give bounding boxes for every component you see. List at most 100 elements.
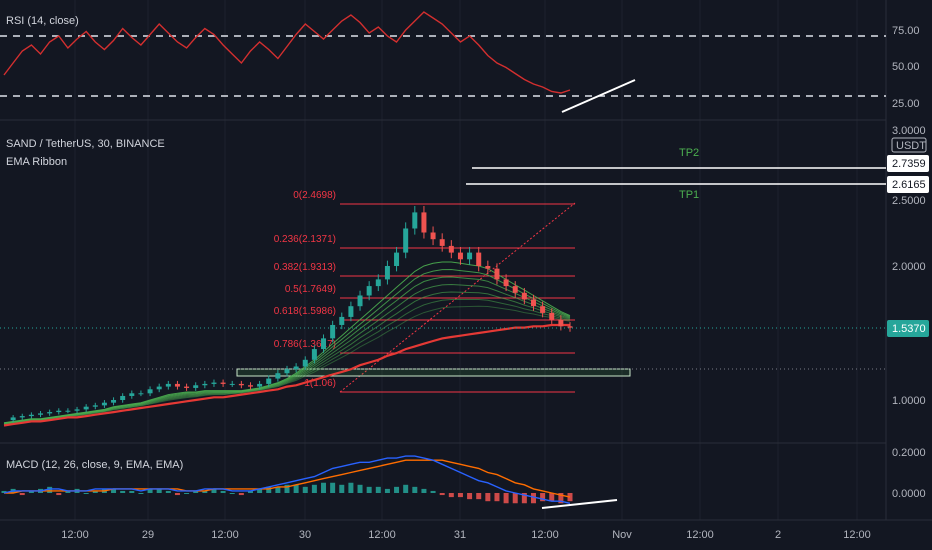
ribbon-line [3,305,571,425]
macd-bar [202,490,208,493]
macd-bar [494,493,500,502]
time-label: 12:00 [531,529,559,541]
candle-body [540,306,546,313]
time-axis[interactable]: 12:00 29 12:00 30 12:00 31 12:00 Nov 12:00 2 12:00 [61,529,871,541]
time-label: Nov [612,529,632,541]
price-tick-1: 1.0000 [892,395,926,407]
candle-body [211,382,217,384]
candle-body [503,279,509,287]
candle-body [512,286,518,293]
candle-body [494,268,500,280]
candle-body [457,252,463,260]
candle-body [38,413,44,415]
macd-bar [549,493,555,502]
macd-bar [211,488,217,493]
candle-body [83,406,89,410]
fib-level-label: 0.5(1.7649) [285,284,336,295]
fib-level-label: 0.786(1.3617) [274,339,336,350]
candle-body [521,292,527,300]
macd-bar [366,486,372,493]
candle-body [448,245,454,253]
macd-bar [412,486,418,493]
candle-body [311,349,317,360]
time-label: 2 [775,529,781,541]
candle-body [65,410,71,412]
candle-body [147,389,153,394]
macd-bar [384,488,390,493]
current-price-badge [887,320,929,337]
macd-panel[interactable]: MACD (12, 26, close, 9, EMA, EMA) 0.2000… [1,447,926,509]
macd-bar [485,493,491,502]
symbol-title: SAND / TetherUS, 30, BINANCE [6,138,165,150]
support-zone[interactable] [236,368,631,377]
candle-body [302,359,308,367]
rsi-trendline[interactable] [561,79,636,113]
macd-title: MACD (12, 26, close, 9, EMA, EMA) [6,459,183,471]
candle-body [156,386,162,390]
macd-trendline[interactable] [541,499,618,509]
fib-level-label: 0.382(1.9313) [274,262,336,273]
macd-signal-line [4,459,571,498]
candle-body [184,386,190,388]
macd-bar [439,493,445,496]
candle-body [238,383,244,386]
candle-body [412,212,418,229]
macd-line [3,455,571,504]
tp2-price-badge [887,155,929,172]
rsi-line [3,11,571,94]
candle-body [101,402,107,406]
candle-body [257,383,263,387]
macd-bar [229,493,235,494]
candle-body [348,306,354,317]
fib-level-label: 0.236(2.1371) [274,234,336,245]
macd-bar [394,486,400,493]
macd-tick-0-2: 0.2000 [892,447,926,459]
tp1-label: TP1 [679,189,699,201]
rsi-panel[interactable]: RSI (14, close) 75.00 50.00 25.00 [0,11,920,113]
macd-bar [467,493,473,500]
price-panel[interactable]: SAND / TetherUS, 30, BINANCE EMA Ribbon … [0,125,929,427]
candle-body [403,228,409,253]
currency-badge[interactable] [891,137,927,153]
macd-bar [257,488,263,493]
macd-bar [83,493,89,494]
candle-body [247,385,253,387]
macd-bar [47,486,53,493]
tp2-price-text: 2.7359 [892,158,926,170]
candle-body [229,383,235,385]
candle-body [193,385,199,388]
macd-bar [1,490,7,493]
candle-body [430,232,436,240]
fib-level-label: 1(1.06) [304,378,336,389]
candle-body [174,383,180,387]
candle-body [339,316,345,325]
macd-bar [184,493,190,494]
candle-body [357,295,363,307]
time-label: 12:00 [61,529,89,541]
candle-body [467,252,473,260]
time-label: 12:00 [211,529,239,541]
macd-bar [558,493,564,504]
macd-bar [275,486,281,493]
macd-bar [512,493,518,504]
macd-bar [284,484,290,493]
candle-body [476,252,482,266]
time-label: 29 [142,529,154,541]
tp1-price-badge [887,176,929,193]
macd-bar [339,484,345,493]
candle-body [47,412,53,414]
rsi-title: RSI (14, close) [6,15,79,27]
macd-bar [28,490,34,493]
fibonacci-retracement[interactable]: 0(2.4698) 0.236(2.1371) 0.382(1.9313) 0.5(1… [274,190,575,393]
candle-body [366,286,372,296]
macd-bar [247,490,253,493]
candle-body [138,393,144,395]
price-tick-3: 3.0000 [892,125,926,137]
macd-bar [193,490,199,493]
tp1-price-text: 2.6165 [892,179,926,191]
macd-bar [357,484,363,493]
ribbon-line [3,299,571,425]
candle-body [293,366,299,370]
candle-body [111,400,117,403]
